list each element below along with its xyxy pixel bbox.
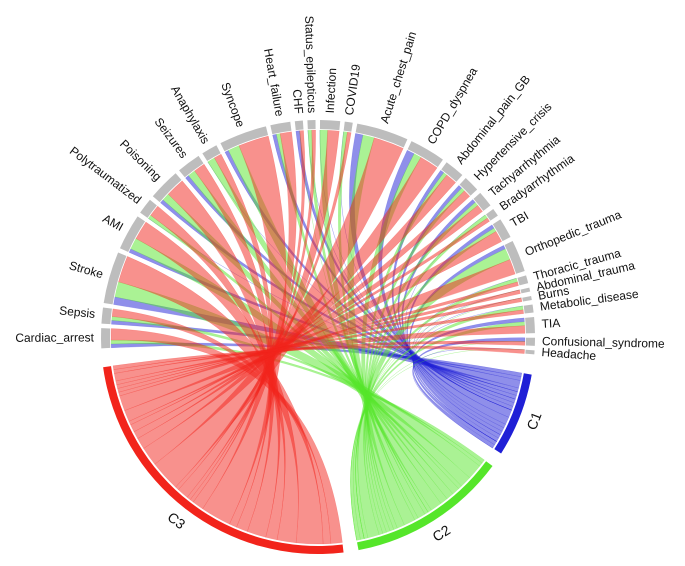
ribbon xyxy=(112,345,525,370)
ribbon xyxy=(113,325,526,382)
source-arc xyxy=(407,141,443,167)
source-arc xyxy=(270,121,292,135)
source-arc xyxy=(485,209,498,221)
cluster-arc xyxy=(357,461,493,551)
source-arc xyxy=(492,219,511,242)
source-arc xyxy=(522,295,532,302)
ribbon xyxy=(116,297,523,389)
ribbon xyxy=(186,129,316,501)
source-arc xyxy=(152,173,182,203)
ribbon xyxy=(412,348,525,449)
ribbon xyxy=(175,131,352,491)
source-label: Poisoning xyxy=(117,137,164,184)
source-arc xyxy=(319,120,341,131)
source-arc xyxy=(101,307,112,325)
source-label: Sepsis xyxy=(59,303,96,321)
ribbon xyxy=(177,129,340,498)
source-label: Confusional_syndrome xyxy=(542,334,665,351)
ribbon xyxy=(143,157,438,465)
source-arc xyxy=(504,241,525,274)
ribbon xyxy=(118,281,519,397)
source-arc xyxy=(202,145,221,161)
ribbon xyxy=(128,217,490,426)
source-arc xyxy=(220,126,269,152)
ribbon xyxy=(213,153,274,528)
source-label: AMI xyxy=(100,211,125,234)
source-arc xyxy=(355,123,408,148)
ribbon xyxy=(192,131,297,510)
source-arc xyxy=(103,252,127,305)
source-arc xyxy=(140,199,157,218)
source-arc xyxy=(520,287,531,294)
cluster-label: C2 xyxy=(429,522,453,545)
source-label: Cardiac_arrest xyxy=(15,330,94,344)
source-label: Stroke xyxy=(68,258,106,281)
source-arc xyxy=(294,120,304,131)
source-arc xyxy=(517,275,529,286)
ribbon xyxy=(130,205,483,433)
source-label: Headache xyxy=(541,345,597,363)
source-label: TBI xyxy=(508,208,531,229)
source-arc xyxy=(307,120,316,130)
source-label: Acute_chest_pain xyxy=(377,30,419,125)
source-arc xyxy=(525,337,535,346)
ribbon xyxy=(154,137,404,488)
ribbon xyxy=(137,174,457,449)
ribbon xyxy=(194,163,275,532)
source-arc xyxy=(523,304,534,314)
source-arc xyxy=(119,216,146,252)
source-label: TIA xyxy=(541,316,560,331)
ribbon xyxy=(117,289,521,393)
cluster-label: C3 xyxy=(165,509,189,533)
source-label: Infection xyxy=(323,68,340,114)
source-label: Status_epilepticus xyxy=(302,16,319,114)
ribbon xyxy=(350,348,525,541)
source-arc xyxy=(525,317,535,334)
source-arc xyxy=(473,192,491,211)
ribbon xyxy=(189,130,306,503)
source-arc xyxy=(179,155,204,178)
source-arc xyxy=(525,349,535,355)
ribbon xyxy=(133,190,471,439)
source-label: Heart_failure xyxy=(261,47,287,117)
source-arc xyxy=(459,178,478,196)
ribbon xyxy=(202,135,287,525)
ribbon xyxy=(150,205,286,541)
source-label: CHF xyxy=(290,89,306,115)
source-arc xyxy=(441,162,463,182)
ribbon xyxy=(119,259,516,411)
cluster-arc xyxy=(494,373,532,454)
ribbon xyxy=(167,180,281,538)
ribbon xyxy=(135,221,299,544)
source-arc xyxy=(100,328,111,349)
source-label: Syncope xyxy=(218,80,247,129)
ribbon xyxy=(115,309,524,386)
ribbon xyxy=(364,214,488,534)
ribbon xyxy=(337,131,419,521)
source-label: COVID19 xyxy=(342,63,363,116)
source-label: Burns xyxy=(537,283,570,302)
cluster-label: C1 xyxy=(523,409,544,432)
source-label: Seizures xyxy=(152,115,191,161)
source-arc xyxy=(343,121,353,132)
